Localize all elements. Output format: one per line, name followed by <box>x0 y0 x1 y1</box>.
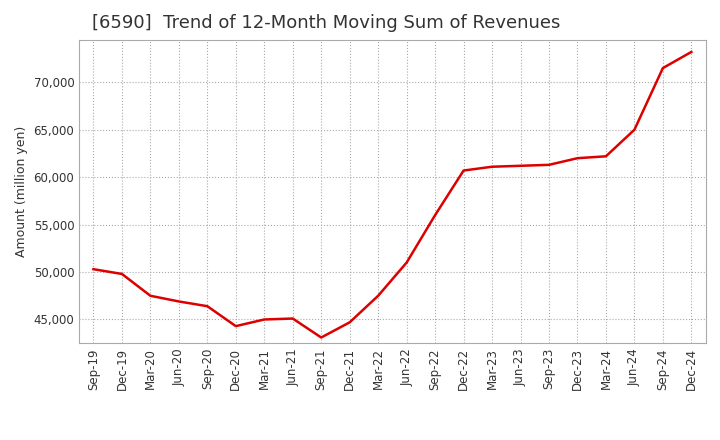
Y-axis label: Amount (million yen): Amount (million yen) <box>15 126 28 257</box>
Text: [6590]  Trend of 12-Month Moving Sum of Revenues: [6590] Trend of 12-Month Moving Sum of R… <box>91 15 560 33</box>
